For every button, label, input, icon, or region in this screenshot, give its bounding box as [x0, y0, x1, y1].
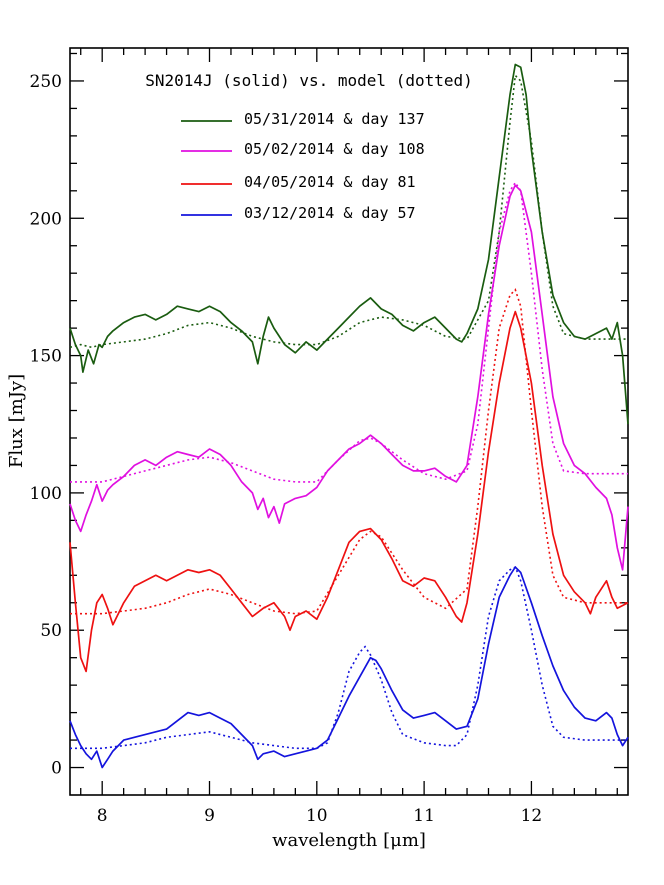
model-line-2: [70, 288, 628, 615]
x-tick-label: 8: [97, 806, 108, 826]
plot-frame: [69, 47, 629, 796]
model-line-3: [70, 565, 628, 750]
y-tick-label: 250: [30, 72, 62, 92]
observed-line-1: [69, 184, 629, 571]
x-tick-label: 12: [521, 806, 543, 826]
legend-label: 05/02/2014 & day 108: [244, 140, 425, 158]
y-tick-label: 150: [30, 347, 62, 367]
y-tick-label: 50: [40, 621, 62, 641]
observed-line-3: [69, 566, 629, 769]
series-layer: [69, 63, 629, 769]
x-tick-label: 10: [306, 806, 328, 826]
y-tick-label: 200: [30, 209, 62, 229]
y-axis-label: Flux [mJy]: [6, 374, 27, 468]
y-tick-label: 100: [30, 484, 62, 504]
legend-label: 04/05/2014 & day 81: [244, 173, 416, 191]
y-tick-labels: 0 50 100 150 200 250: [30, 72, 62, 779]
y-tick-label: 0: [51, 759, 62, 779]
axis-ticks: [70, 48, 628, 795]
observed-line-0: [69, 63, 629, 425]
x-axis-label: wavelength [μm]: [272, 830, 426, 851]
observed-line-2: [69, 310, 629, 673]
x-tick-label: 9: [204, 806, 215, 826]
legend-label: 05/31/2014 & day 137: [244, 110, 425, 128]
x-tick-labels: 8 9 10 11 12: [97, 806, 542, 826]
legend: 05/31/2014 & day 137 05/02/2014 & day 108…: [181, 110, 425, 222]
x-tick-label: 11: [413, 806, 435, 826]
chart-title: SN2014J (solid) vs. model (dotted): [145, 71, 473, 90]
legend-label: 03/12/2014 & day 57: [244, 204, 416, 222]
